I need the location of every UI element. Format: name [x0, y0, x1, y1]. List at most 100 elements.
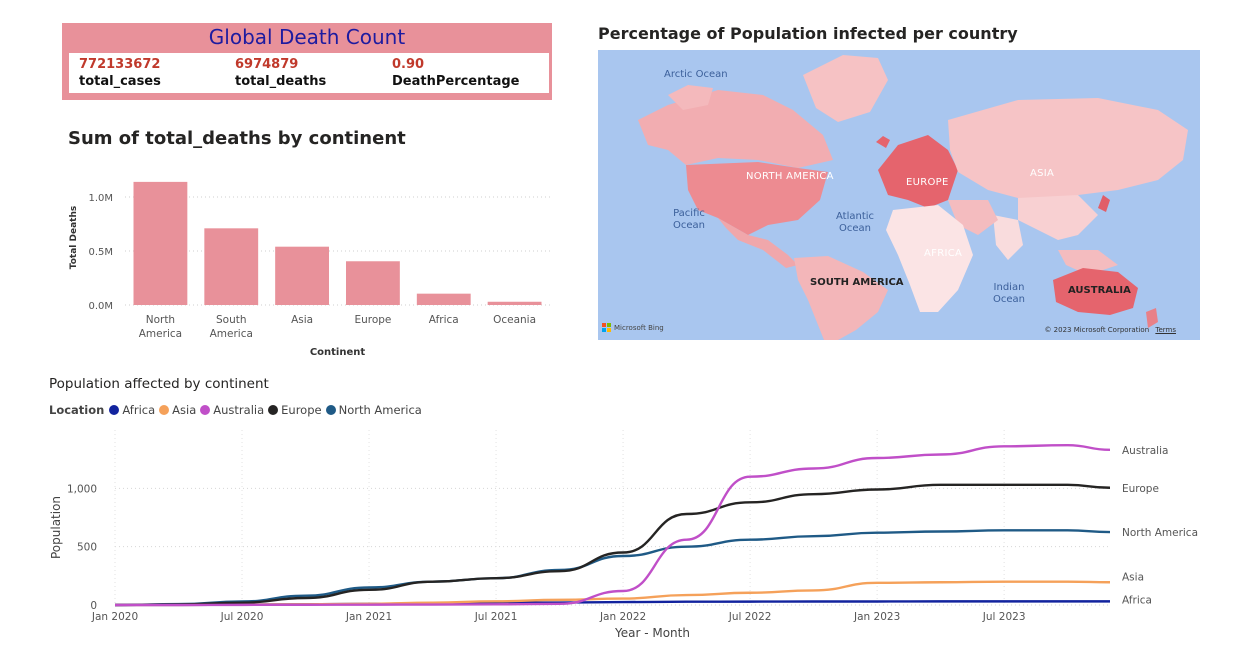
map-copyright-text: © 2023 Microsoft Corporation: [1044, 326, 1150, 334]
bar-category-label: Europe: [354, 314, 391, 326]
map-region-australia: [1053, 268, 1138, 315]
line-series-europe: [114, 483, 1111, 607]
line-x-axis-title: Year - Month: [614, 626, 690, 640]
line-ytick-label: 1,000: [67, 483, 97, 495]
map-region-south-america: [794, 256, 888, 340]
map-region-europe: [878, 135, 958, 208]
bar-category-label: America: [210, 328, 253, 340]
line-chart-title: Population affected by continent: [49, 376, 269, 392]
map-label-atlantic: Atlantic Ocean: [835, 211, 875, 234]
bar-ytick-label: 0.5M: [88, 247, 113, 258]
kpi-value-total-deaths: 6974879: [235, 57, 299, 72]
line-end-label: Africa: [1122, 594, 1152, 606]
bar-y-axis-title: Total Deaths: [69, 206, 79, 269]
line-end-label: Asia: [1122, 571, 1144, 583]
line-series-north-america: [114, 529, 1111, 607]
kpi-column-death-percentage: 0.90 DeathPercentage: [392, 56, 520, 90]
legend-marker-icon: [159, 405, 170, 415]
kpi-label-death-percentage: DeathPercentage: [392, 74, 520, 89]
bar-category-label: Asia: [291, 314, 313, 326]
legend-label: Asia: [172, 403, 197, 417]
kpi-title: Global Death Count: [208, 25, 406, 49]
map-land: [638, 55, 1188, 340]
map-logo-text: Microsoft Bing: [614, 323, 664, 332]
line-ytick-label: 0: [90, 600, 97, 612]
kpi-value-death-percentage: 0.90: [392, 57, 425, 72]
legend-label: North America: [338, 403, 422, 417]
bar-chart: 0.0M 0.5M 1.0M North America South America Asia…: [69, 181, 550, 358]
kpi-column-total-deaths: 6974879 total_deaths: [235, 56, 326, 90]
map-region-usa: [686, 162, 828, 235]
legend-marker-icon: [268, 405, 279, 415]
map-label-indian: Indian Ocean: [993, 282, 1025, 305]
line-end-label: North America: [1122, 527, 1198, 539]
map-logo: Microsoft Bing: [602, 323, 664, 332]
legend-marker-icon: [325, 405, 336, 415]
legend-item[interactable]: Africa: [109, 403, 155, 417]
map-region-africa: [886, 205, 973, 312]
kpi-card: Global Death Count 772133672 total_cases…: [62, 23, 552, 100]
map-label-asia: ASIA: [1030, 168, 1055, 179]
line-chart: 0 500 1,000 Jan 2020 Jul 2020 Jan 2021 Jul 202…: [49, 430, 1198, 640]
map-region-canada: [638, 90, 833, 168]
line-y-axis-title: Population: [49, 496, 63, 559]
map-label-europe: EUROPE: [906, 177, 949, 188]
legend-label: Europe: [281, 403, 322, 417]
map-label-south-america: SOUTH AMERICA: [810, 277, 904, 288]
map-region-new-zealand: [1146, 308, 1158, 328]
bar: [416, 293, 471, 305]
line-xtick-label: Jul 2023: [982, 611, 1026, 623]
map-label-africa: AFRICA: [924, 248, 963, 259]
legend-item[interactable]: Asia: [159, 403, 196, 417]
bar: [133, 181, 188, 305]
line-ytick-label: 500: [77, 542, 97, 554]
line-xtick-label: Jan 2020: [91, 611, 138, 623]
bar: [275, 246, 329, 305]
line-xtick-label: Jul 2021: [474, 611, 518, 623]
map-label-arctic: Arctic Ocean: [664, 69, 728, 80]
map-copyright: © 2023 Microsoft Corporation Terms: [1044, 326, 1176, 334]
bar-category-label: Oceania: [493, 314, 536, 326]
line-xtick-label: Jul 2020: [220, 611, 264, 623]
kpi-label-total-deaths: total_deaths: [235, 74, 327, 89]
map-region-iceland: [876, 136, 890, 148]
bar-ytick-label: 0.0M: [88, 301, 113, 312]
line-end-label: Europe: [1122, 483, 1159, 495]
legend-label: Australia: [213, 403, 265, 417]
bar-category-label: North: [146, 314, 175, 326]
map-terms-link[interactable]: Terms: [1155, 326, 1176, 334]
legend-item[interactable]: North America: [325, 403, 422, 417]
line-xtick-label: Jan 2021: [345, 611, 392, 623]
legend-marker-icon: [109, 405, 120, 415]
legend-marker-icon: [200, 405, 211, 415]
bar-category-label: Africa: [429, 314, 459, 326]
bar-category-label: South: [216, 314, 247, 326]
map-region-china: [1018, 195, 1098, 240]
line-chart-legend: Location Africa Asia Australia Europe North …: [49, 403, 426, 417]
line-end-label: Australia: [1122, 445, 1168, 457]
bar: [487, 301, 542, 305]
bar: [346, 261, 400, 305]
line-xtick-label: Jan 2023: [853, 611, 900, 623]
bar-ytick-label: 1.0M: [88, 193, 113, 204]
bar-category-label: America: [139, 328, 182, 340]
legend-item[interactable]: Europe: [268, 403, 322, 417]
line-series-australia: [115, 443, 1111, 607]
map-title: Percentage of Population infected per co…: [598, 24, 1018, 43]
map-region-southeast-asia: [1058, 250, 1118, 275]
map-label-australia: AUSTRALIA: [1068, 285, 1131, 296]
legend-title: Location: [49, 403, 105, 417]
legend-item[interactable]: Australia: [200, 403, 264, 417]
map-region-japan: [1098, 195, 1110, 212]
map-region-russia: [948, 98, 1188, 200]
map-label-north-america: NORTH AMERICA: [746, 171, 834, 182]
map-region-india: [993, 215, 1023, 260]
kpi-value-total-cases: 772133672: [79, 57, 161, 72]
bar: [204, 228, 259, 305]
legend-label: Africa: [122, 403, 156, 417]
world-map[interactable]: Arctic Ocean Pacific Ocean Atlantic Ocea…: [598, 50, 1200, 340]
line-xtick-label: Jul 2022: [728, 611, 772, 623]
bar-chart-title: Sum of total_deaths by continent: [68, 128, 406, 149]
kpi-label-total-cases: total_cases: [79, 74, 161, 89]
map-region-greenland: [803, 55, 888, 122]
